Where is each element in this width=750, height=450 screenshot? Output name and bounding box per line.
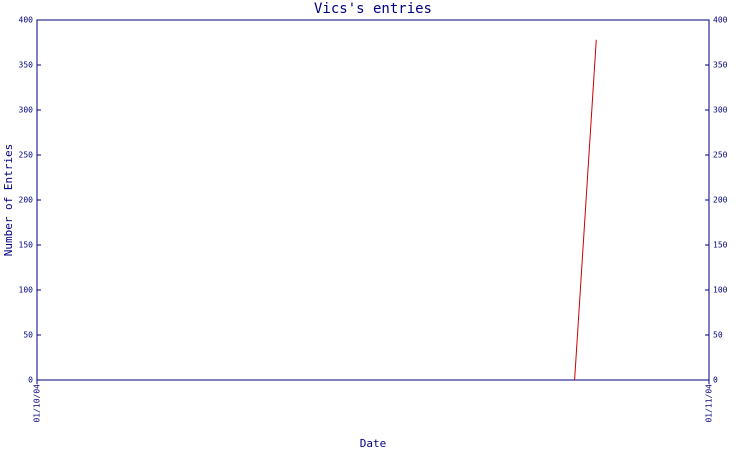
y2-tick-label: 200 <box>713 196 728 205</box>
y2-tick-label: 250 <box>713 151 728 160</box>
y-tick-label: 150 <box>19 241 34 250</box>
data-line <box>574 39 597 381</box>
x-tick-label: 01/10/04 <box>33 384 42 423</box>
plot-frame <box>36 19 710 381</box>
y-tick-label: 200 <box>19 196 34 205</box>
y2-tick-label: 100 <box>713 286 728 295</box>
y2-tick-label: 50 <box>713 331 723 340</box>
y-axis-label: Number of Entries <box>2 144 15 257</box>
y2-tick-label: 350 <box>713 61 728 70</box>
x-axis-label: Date <box>360 437 387 450</box>
y-tick-label: 400 <box>19 16 34 25</box>
y-tick-label: 250 <box>19 151 34 160</box>
y-tick-label: 0 <box>28 376 33 385</box>
y-tick-label: 50 <box>23 331 33 340</box>
y-tick-label: 350 <box>19 61 34 70</box>
y2-tick-label: 150 <box>713 241 728 250</box>
y-tick-label: 100 <box>19 286 34 295</box>
y-tick-label: 300 <box>19 106 34 115</box>
x-tick-label: 01/11/04 <box>705 384 714 423</box>
y2-tick-label: 0 <box>713 376 718 385</box>
y2-tick-label: 300 <box>713 106 728 115</box>
chart-title: Vics's entries <box>314 1 432 17</box>
y2-tick-label: 400 <box>713 16 728 25</box>
